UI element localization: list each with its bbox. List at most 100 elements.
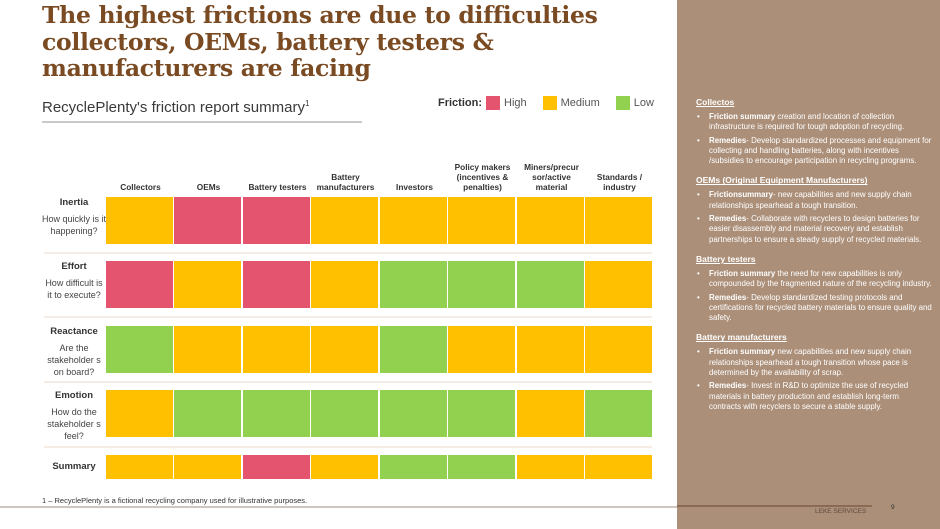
friction-cell-low <box>448 390 515 437</box>
row-question: Are the stakeholder s on board? <box>47 343 101 377</box>
legend-swatch-medium <box>542 96 557 110</box>
friction-cell-high <box>243 197 310 244</box>
row-label: Effort How difficult is it to execute? <box>42 261 106 301</box>
column-header: Battery manufacturers <box>316 172 375 192</box>
panel-section-title: Battery testers <box>696 253 756 264</box>
subtitle-footnote-marker: 1 <box>304 99 310 108</box>
legend-swatch-low <box>615 96 630 110</box>
friction-cell-high <box>243 455 310 479</box>
item-lead: Remedies <box>709 292 747 302</box>
friction-cell-medium <box>448 197 515 244</box>
panel-list-item: • Friction summary new capabilities and n… <box>696 347 932 378</box>
item-text: the need for new capabilities is only co… <box>709 268 932 289</box>
panel-section-title: OEMs (Original Equipment Manufacturers) <box>696 175 868 186</box>
page-title: The highest frictions are due to difficu… <box>42 1 598 82</box>
friction-cell-high <box>243 261 310 308</box>
legend-swatch-high <box>486 96 500 110</box>
friction-cell-medium <box>585 455 652 479</box>
column-header: Collectors <box>120 182 161 192</box>
legend-label-high: High <box>504 97 527 109</box>
row-name: Effort <box>61 261 87 272</box>
friction-cell-medium <box>517 455 584 479</box>
friction-cell-medium <box>174 326 241 373</box>
column-header: Investors <box>396 182 433 192</box>
friction-cell-low <box>380 390 447 437</box>
item-lead: Friction summary <box>709 347 776 357</box>
item-text: - new capabilities and new supply chain … <box>709 190 912 210</box>
panel-section-list: • Friction summary the need for new capab… <box>696 269 932 323</box>
row-divider <box>44 316 652 318</box>
item-lead: Remedies <box>709 381 747 391</box>
column-header: Policy makers (incentives & penalties) <box>454 162 511 192</box>
friction-cell-medium <box>174 261 241 308</box>
friction-cell-high <box>174 197 241 244</box>
friction-cell-low <box>448 455 515 479</box>
bullet-icon: • <box>697 135 700 145</box>
bottom-divider <box>0 506 872 508</box>
friction-cell-medium <box>585 261 652 308</box>
panel-section-title: Battery manufacturers <box>696 332 787 343</box>
row-label: Emotion How do the stakeholder s feel? <box>42 390 106 442</box>
friction-legend: Friction: High Medium Low <box>438 96 668 110</box>
subtitle-divider <box>42 121 362 123</box>
friction-cell-low <box>243 390 310 437</box>
footnote: 1 – RecyclePlenty is a fictional recycli… <box>42 496 308 505</box>
panel-list-item: • Remedies- Develop standardized processe… <box>696 136 932 167</box>
row-label: Reactance Are the stakeholder s on board? <box>42 326 106 378</box>
panel-footer-divider <box>677 505 872 507</box>
friction-cell-low <box>311 390 378 437</box>
friction-cell-low <box>448 261 515 308</box>
panel-list-item: • Frictionsummary- new capabilities and n… <box>696 190 932 211</box>
friction-cell-medium <box>106 390 173 437</box>
row-divider <box>44 381 652 383</box>
friction-cell-low <box>380 455 447 479</box>
legend-lead: Friction: <box>438 97 482 109</box>
bullet-icon: • <box>697 347 700 357</box>
panel-list-item: • Remedies- Invest in R&D to optimize the… <box>696 381 932 412</box>
friction-cell-low <box>380 261 447 308</box>
friction-cell-medium <box>311 261 378 308</box>
row-question: How do the stakeholder s feel? <box>47 407 101 441</box>
item-text: - Collaborate with recyclers to design b… <box>709 214 922 244</box>
column-header: OEMs <box>196 182 221 192</box>
friction-cell-low <box>380 326 447 373</box>
panel-section-list: • Friction summary creation and location … <box>696 112 932 166</box>
panel-section-list: • Friction summary new capabilities and n… <box>696 347 932 412</box>
legend-label-low: Low <box>633 97 654 109</box>
friction-cell-low <box>585 390 652 437</box>
item-lead: Remedies <box>709 214 747 224</box>
bullet-icon: • <box>697 214 700 224</box>
friction-cell-medium <box>174 455 241 479</box>
panel-list-item: • Remedies- Develop standardized testing … <box>696 293 932 324</box>
bullet-icon: • <box>697 381 700 391</box>
friction-cell-medium <box>448 326 515 373</box>
page-number: 9 <box>891 504 895 511</box>
row-name: Inertia <box>59 197 89 208</box>
item-text: - Develop standardized testing protocols… <box>709 292 932 323</box>
friction-cell-medium <box>311 197 378 244</box>
bullet-icon: • <box>697 190 700 200</box>
friction-cell-medium <box>311 326 378 373</box>
friction-cell-low <box>106 326 173 373</box>
row-question: How quickly is it happening? <box>42 214 107 236</box>
panel-list-item: • Remedies- Collaborate with recyclers to… <box>696 214 932 245</box>
item-text: creation and location of collection infr… <box>709 112 905 132</box>
bullet-icon: • <box>697 268 700 278</box>
friction-cell-medium <box>517 390 584 437</box>
friction-cell-medium <box>243 326 310 373</box>
remedies-panel: Collectos • Friction summary creation and … <box>677 0 940 529</box>
item-text: - Invest in R&D to optimize the use of r… <box>709 381 909 411</box>
row-label: Summary <box>42 461 106 477</box>
remedies-panel-content: Collectos • Friction summary creation and … <box>696 97 932 421</box>
legend-label-medium: Medium <box>560 97 600 109</box>
row-divider <box>44 446 652 448</box>
friction-cell-medium <box>517 326 584 373</box>
friction-cell-medium <box>311 455 378 479</box>
subtitle-text: RecyclePlenty's friction report summary <box>42 99 305 116</box>
panel-section-title: Collectos <box>696 97 735 107</box>
item-text: - Develop standardized processes and equ… <box>709 135 932 166</box>
panel-list-item: • Friction summary the need for new capab… <box>696 269 932 290</box>
item-lead: Remedies <box>709 135 747 145</box>
friction-cell-high <box>106 261 173 308</box>
row-label: Inertia How quickly is it happening? <box>42 197 106 237</box>
